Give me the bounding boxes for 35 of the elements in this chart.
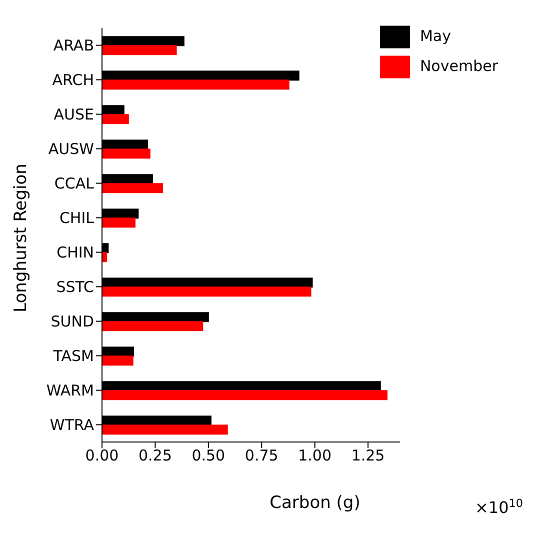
legend-label: November bbox=[420, 57, 498, 76]
y-tick-label: ARCH bbox=[52, 71, 94, 90]
bar bbox=[102, 390, 388, 400]
bar bbox=[102, 424, 228, 435]
y-tick-label: WTRA bbox=[50, 416, 95, 434]
x-axis-title: Carbon (g) bbox=[270, 493, 360, 513]
text: ×10$^{10}$ bbox=[474, 496, 523, 517]
bar bbox=[102, 80, 290, 90]
y-tick-label: SUND bbox=[50, 312, 94, 331]
y-tick-label: CHIL bbox=[59, 209, 95, 228]
bar bbox=[102, 356, 134, 366]
x-tick-label: 0.00 bbox=[85, 446, 119, 465]
x-tick-label: 0.75 bbox=[244, 446, 278, 465]
bar bbox=[102, 114, 129, 124]
x-tick-label: 0.50 bbox=[192, 446, 226, 465]
x-tick-label: 1.25 bbox=[351, 446, 385, 465]
y-tick-label: TASM bbox=[52, 347, 94, 366]
bar bbox=[102, 183, 163, 194]
x-tick-label: 1.00 bbox=[298, 446, 332, 465]
y-axis-title: Longhurst Region bbox=[11, 164, 31, 312]
bar bbox=[102, 252, 107, 262]
legend-label: May bbox=[420, 27, 451, 46]
y-tick-label: CHIN bbox=[56, 244, 94, 262]
x-tick-label: 0.25 bbox=[138, 446, 172, 465]
y-tick-label: AUSE bbox=[54, 106, 94, 124]
y-tick-label: CCAL bbox=[54, 174, 95, 193]
y-tick-label: SSTC bbox=[56, 278, 94, 296]
bar bbox=[102, 218, 136, 228]
bar bbox=[102, 148, 150, 159]
y-tick-label: AUSW bbox=[48, 140, 94, 158]
y-tick-label: WARM bbox=[46, 382, 94, 400]
y-tick-label: ARAB bbox=[53, 36, 94, 55]
bar bbox=[102, 321, 204, 332]
bar bbox=[102, 286, 312, 297]
bar bbox=[102, 45, 177, 56]
